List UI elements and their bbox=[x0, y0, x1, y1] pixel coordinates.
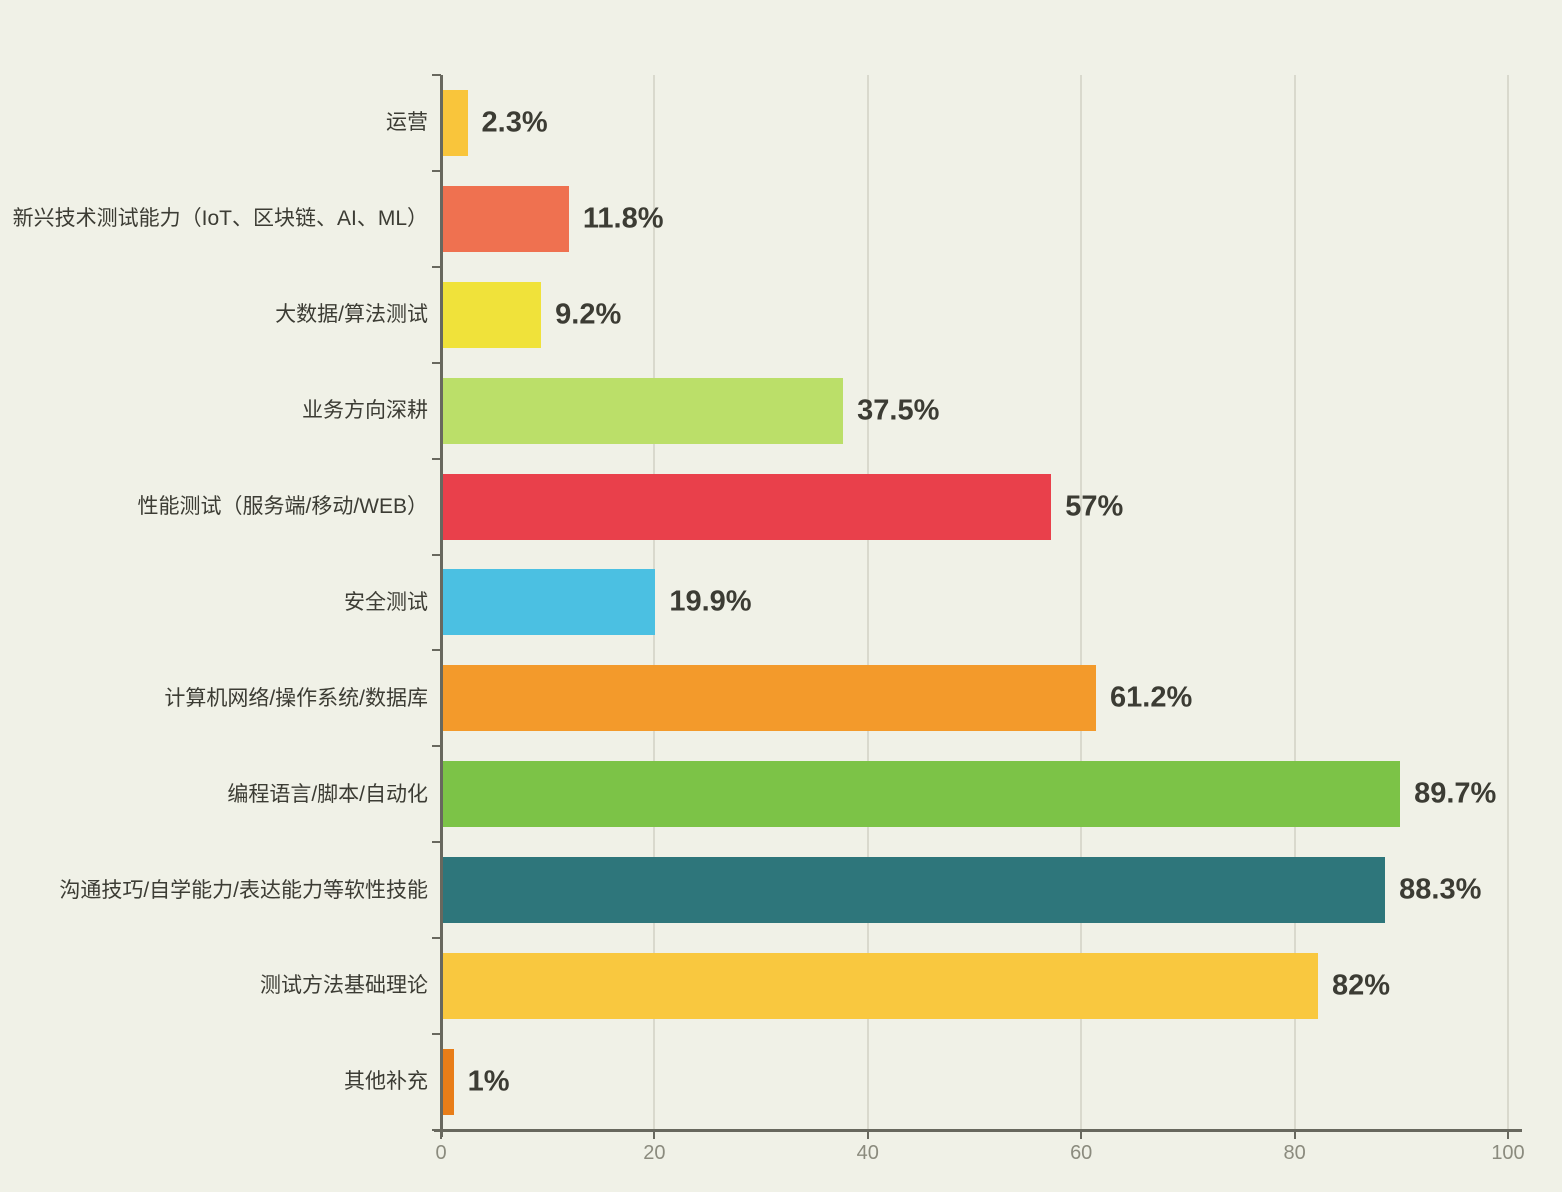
bar bbox=[443, 185, 569, 252]
category-label: 沟通技巧/自学能力/表达能力等软性技能 bbox=[59, 878, 428, 902]
y-axis-tick bbox=[432, 841, 441, 844]
y-axis-tick bbox=[432, 457, 441, 460]
bar-row: 业务方向深耕 37.5% bbox=[0, 363, 1562, 459]
x-axis-tick-label: 20 bbox=[643, 1142, 666, 1164]
bar-track: 2.3% bbox=[443, 89, 1562, 156]
category-label: 大数据/算法测试 bbox=[275, 303, 428, 327]
bar bbox=[443, 1048, 454, 1115]
bar-row: 其他补充 1% bbox=[0, 1034, 1562, 1130]
bar-row: 编程语言/脚本/自动化 89.7% bbox=[0, 746, 1562, 842]
category-label: 测试方法基础理论 bbox=[260, 974, 428, 998]
bar-track: 82% bbox=[443, 953, 1562, 1020]
bar-row: 沟通技巧/自学能力/表达能力等软性技能 88.3% bbox=[0, 842, 1562, 938]
bar bbox=[443, 569, 656, 636]
bar-track: 88.3% bbox=[443, 857, 1562, 924]
category-label: 业务方向深耕 bbox=[302, 399, 428, 423]
gridline bbox=[1080, 75, 1083, 1129]
value-label: 89.7% bbox=[1414, 777, 1497, 810]
x-axis-tick bbox=[866, 1132, 869, 1139]
x-axis-tick bbox=[1293, 1132, 1296, 1139]
category-label: 运营 bbox=[386, 111, 428, 135]
gridline bbox=[866, 75, 869, 1129]
y-axis-line bbox=[440, 75, 443, 1137]
value-label: 2.3% bbox=[481, 106, 548, 139]
y-axis-tick bbox=[432, 649, 441, 652]
y-axis-tick bbox=[432, 553, 441, 556]
bar-track: 19.9% bbox=[443, 569, 1562, 636]
gridline bbox=[1293, 75, 1296, 1129]
value-label: 57% bbox=[1065, 490, 1124, 523]
category-label: 其他补充 bbox=[344, 1070, 428, 1094]
bar-track: 9.2% bbox=[443, 281, 1562, 348]
bar bbox=[443, 89, 468, 156]
y-axis-tick bbox=[432, 169, 441, 172]
value-label: 11.8% bbox=[582, 202, 664, 235]
bar-row: 安全测试 19.9% bbox=[0, 555, 1562, 651]
bar-track: 57% bbox=[443, 473, 1562, 540]
y-axis-tick bbox=[432, 1128, 441, 1131]
x-axis-tick-label: 80 bbox=[1283, 1142, 1306, 1164]
x-axis-tick bbox=[1080, 1132, 1083, 1139]
y-axis-tick bbox=[432, 1033, 441, 1035]
bar bbox=[443, 281, 542, 348]
bar bbox=[443, 473, 1052, 540]
bar-track: 1% bbox=[443, 1048, 1562, 1115]
x-axis-tick bbox=[653, 1132, 656, 1139]
bar-track: 89.7% bbox=[443, 761, 1562, 828]
x-axis-tick-label: 40 bbox=[856, 1142, 879, 1164]
category-label: 计算机网络/操作系统/数据库 bbox=[164, 686, 428, 710]
x-axis-line bbox=[434, 1129, 1522, 1132]
bar bbox=[443, 377, 844, 444]
bar bbox=[443, 953, 1318, 1020]
bar-track: 37.5% bbox=[443, 377, 1562, 444]
bar-row: 性能测试（服务端/移动/WEB） 57% bbox=[0, 459, 1562, 555]
category-label: 编程语言/脚本/自动化 bbox=[227, 782, 428, 806]
value-label: 37.5% bbox=[857, 394, 940, 427]
bar-row: 新兴技术测试能力（IoT、区块链、AI、ML） 11.8% bbox=[0, 171, 1562, 267]
value-label: 9.2% bbox=[555, 298, 622, 331]
y-axis-tick bbox=[432, 937, 441, 940]
bar bbox=[443, 857, 1386, 924]
x-axis-tick-label: 0 bbox=[435, 1142, 447, 1164]
bar-row: 运营 2.3% bbox=[0, 75, 1562, 171]
category-label: 性能测试（服务端/移动/WEB） bbox=[137, 494, 428, 518]
bar-track: 61.2% bbox=[443, 665, 1562, 732]
x-axis-tick bbox=[440, 1132, 442, 1139]
category-label: 新兴技术测试能力（IoT、区块链、AI、ML） bbox=[12, 207, 428, 231]
category-label: 安全测试 bbox=[344, 590, 428, 614]
bar bbox=[443, 761, 1401, 828]
value-label: 19.9% bbox=[669, 585, 752, 618]
value-label: 88.3% bbox=[1399, 873, 1482, 906]
bar bbox=[443, 665, 1096, 732]
x-axis-tick-label: 60 bbox=[1070, 1142, 1093, 1164]
bar-row: 计算机网络/操作系统/数据库 61.2% bbox=[0, 650, 1562, 746]
value-label: 1% bbox=[467, 1065, 510, 1098]
gridline bbox=[1507, 75, 1509, 1129]
y-axis-tick bbox=[432, 361, 441, 364]
bar-row: 大数据/算法测试 9.2% bbox=[0, 267, 1562, 363]
value-label: 61.2% bbox=[1110, 681, 1193, 714]
x-axis-tick bbox=[1507, 1132, 1509, 1139]
bar-row: 测试方法基础理论 82% bbox=[0, 938, 1562, 1034]
y-axis-tick bbox=[432, 74, 441, 76]
value-label: 82% bbox=[1331, 969, 1390, 1002]
y-axis-tick bbox=[432, 745, 441, 748]
bar-track: 11.8% bbox=[443, 185, 1562, 252]
y-axis-tick bbox=[432, 265, 441, 268]
x-axis-tick-label: 100 bbox=[1491, 1142, 1525, 1164]
